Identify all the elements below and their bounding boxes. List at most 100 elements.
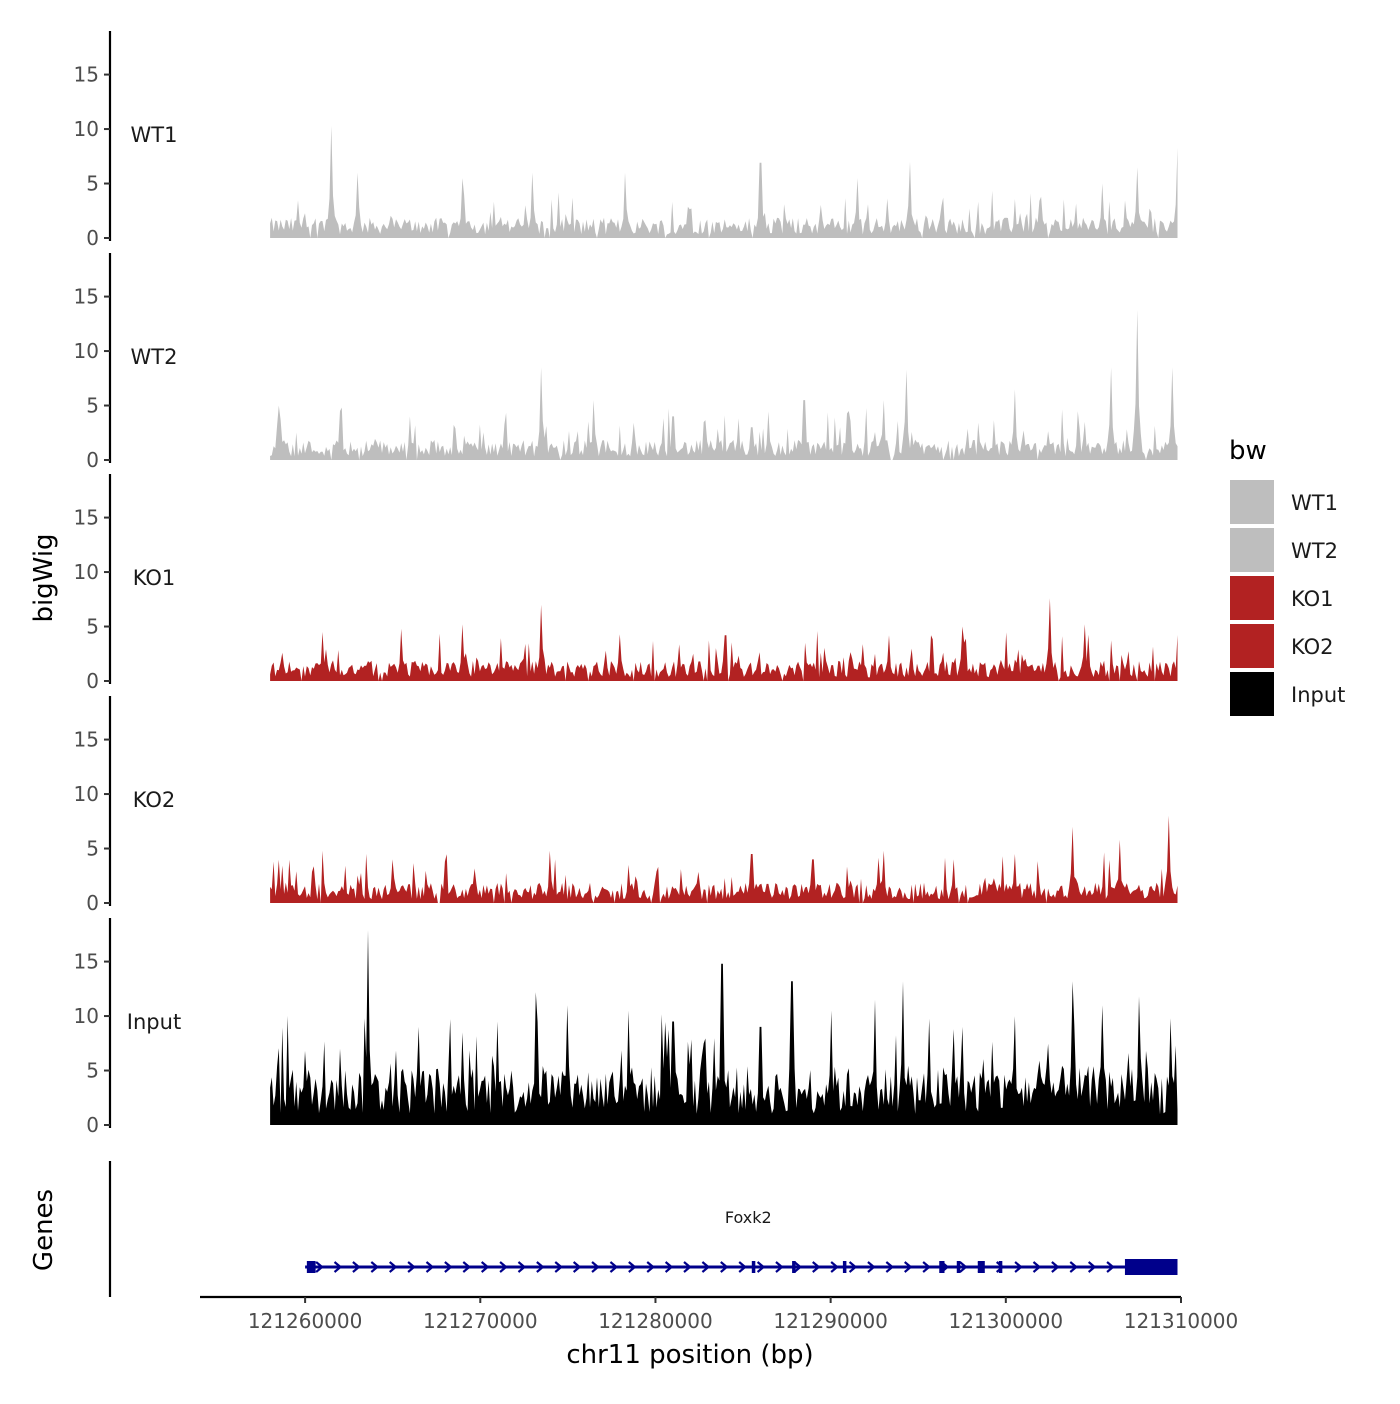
strand-arrow bbox=[1014, 1261, 1023, 1273]
track-label: WT1 bbox=[131, 123, 178, 147]
y-tick-label: 5 bbox=[86, 1059, 99, 1083]
strand-arrow bbox=[756, 1261, 766, 1273]
strand-arrow bbox=[628, 1261, 637, 1273]
exon bbox=[792, 1261, 796, 1273]
legend-key-wt1 bbox=[1230, 480, 1274, 524]
legend-label-input: Input bbox=[1291, 683, 1345, 707]
strand-arrow bbox=[830, 1261, 839, 1273]
strand-arrow bbox=[407, 1261, 416, 1273]
strand-arrow bbox=[425, 1261, 435, 1273]
strand-arrow bbox=[536, 1261, 545, 1273]
exon bbox=[1124, 1259, 1178, 1275]
strand-arrow bbox=[885, 1261, 895, 1273]
track-label: KO2 bbox=[133, 788, 176, 812]
track-panel-wt1: 0 5 10 15 WT1 bbox=[74, 31, 1178, 250]
x-tick-label: 121290000 bbox=[773, 1309, 888, 1333]
strand-arrow bbox=[572, 1261, 582, 1273]
y-tick-label: 10 bbox=[74, 560, 99, 584]
strand-arrow bbox=[517, 1261, 527, 1273]
strand-arrow bbox=[554, 1261, 563, 1273]
strand-arrow bbox=[499, 1261, 508, 1273]
y-tick-label: 10 bbox=[74, 117, 99, 141]
gene-label: Foxk2 bbox=[725, 1208, 772, 1227]
strand-arrow bbox=[388, 1261, 398, 1273]
legend-title: bw bbox=[1229, 436, 1267, 466]
y-tick-label: 15 bbox=[74, 506, 99, 530]
y-tick-label: 0 bbox=[86, 226, 99, 250]
track-label: WT2 bbox=[131, 345, 178, 369]
gene-track: Foxk2 bbox=[108, 1161, 1178, 1297]
strand-arrow bbox=[370, 1261, 380, 1273]
track-label: KO1 bbox=[133, 566, 176, 590]
strand-arrow bbox=[1032, 1261, 1042, 1273]
strand-arrow bbox=[480, 1261, 490, 1273]
signal-area-wt2 bbox=[270, 309, 1178, 460]
exon bbox=[956, 1261, 961, 1273]
exon bbox=[306, 1261, 316, 1273]
exon bbox=[998, 1261, 1003, 1273]
strand-arrow bbox=[444, 1261, 453, 1273]
y-tick-label: 15 bbox=[74, 63, 99, 87]
y-tick-label: 0 bbox=[86, 448, 99, 472]
y-tick-label: 5 bbox=[86, 837, 99, 861]
strand-arrow bbox=[1087, 1261, 1097, 1273]
legend-key-wt2 bbox=[1230, 528, 1274, 572]
track-panel-wt2: 0 5 10 15 WT2 bbox=[74, 253, 1178, 472]
track-panel-ko1: 0 5 10 15 KO1 bbox=[74, 474, 1178, 693]
strand-arrow bbox=[867, 1261, 876, 1273]
signal-area-ko2 bbox=[270, 815, 1178, 903]
strand-arrow bbox=[609, 1261, 619, 1273]
track-panel-ko2: 0 5 10 15 KO2 bbox=[74, 696, 1178, 915]
exon bbox=[939, 1261, 945, 1273]
strand-arrow bbox=[352, 1261, 361, 1273]
legend-key-ko2 bbox=[1230, 624, 1274, 668]
y-tick-label: 15 bbox=[74, 285, 99, 309]
strand-arrow bbox=[315, 1261, 324, 1273]
strand-arrow bbox=[738, 1261, 747, 1273]
legend-label-ko1: KO1 bbox=[1291, 587, 1334, 611]
signal-area-ko1 bbox=[270, 598, 1178, 681]
x-tick-label: 121260000 bbox=[248, 1309, 363, 1333]
strand-arrow bbox=[720, 1261, 729, 1273]
strand-arrow bbox=[812, 1261, 821, 1273]
strand-arrow bbox=[683, 1261, 692, 1273]
y-axis-title: bigWig bbox=[29, 533, 59, 622]
y-tick-label: 15 bbox=[74, 950, 99, 974]
genes-axis-title: Genes bbox=[29, 1189, 59, 1271]
track-panel-input: 0 5 10 15 Input bbox=[74, 918, 1178, 1137]
track-label: Input bbox=[127, 1010, 181, 1034]
y-tick-label: 10 bbox=[74, 339, 99, 363]
strand-arrow bbox=[646, 1261, 655, 1273]
signal-area-input bbox=[270, 930, 1178, 1125]
signal-area-wt1 bbox=[270, 125, 1178, 238]
y-tick-label: 10 bbox=[74, 782, 99, 806]
y-tick-label: 0 bbox=[86, 669, 99, 693]
legend-label-wt2: WT2 bbox=[1291, 539, 1338, 563]
legend-label-wt1: WT1 bbox=[1291, 491, 1338, 515]
exon bbox=[751, 1261, 756, 1273]
y-tick-label: 0 bbox=[86, 1113, 99, 1137]
y-tick-label: 10 bbox=[74, 1004, 99, 1028]
strand-arrow bbox=[1106, 1261, 1115, 1273]
strand-arrow bbox=[793, 1261, 803, 1273]
strand-arrow bbox=[775, 1261, 784, 1273]
strand-arrow bbox=[664, 1261, 674, 1273]
strand-arrow bbox=[333, 1261, 343, 1273]
exon bbox=[842, 1261, 847, 1273]
strand-arrow bbox=[848, 1261, 858, 1273]
y-tick-label: 5 bbox=[86, 394, 99, 418]
strand-arrow bbox=[995, 1261, 1005, 1273]
strand-arrow bbox=[959, 1261, 968, 1273]
strand-arrow bbox=[462, 1261, 471, 1273]
strand-arrow bbox=[1051, 1261, 1060, 1273]
legend-key-ko1 bbox=[1230, 576, 1274, 620]
strand-arrow bbox=[701, 1261, 711, 1273]
x-tick-label: 121310000 bbox=[1124, 1309, 1239, 1333]
strand-arrow bbox=[1069, 1261, 1078, 1273]
legend: bw WT1 WT2 KO1 KO2 Input bbox=[1229, 436, 1345, 716]
x-axis: 121260000 121270000 121280000 121290000 1213… bbox=[200, 1295, 1239, 1333]
legend-label-ko2: KO2 bbox=[1291, 635, 1334, 659]
y-tick-label: 0 bbox=[86, 891, 99, 915]
